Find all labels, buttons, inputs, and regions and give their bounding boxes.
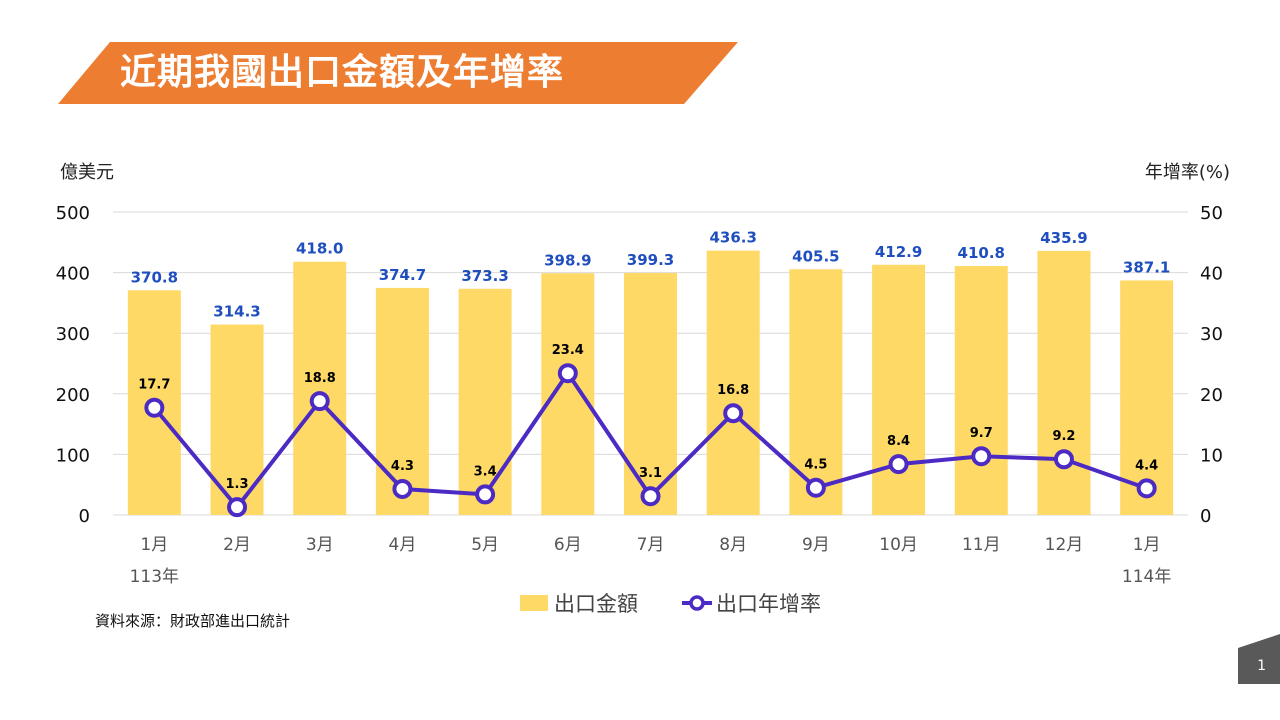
line-point — [805, 477, 826, 498]
legend-line-swatch — [682, 595, 712, 611]
line-value-label: 4.4 — [1135, 458, 1158, 473]
bar-value-label: 398.9 — [544, 251, 591, 269]
line-value-label: 9.2 — [1052, 429, 1075, 444]
title-banner-shape — [58, 42, 738, 104]
right-tick-label: 40 — [1200, 264, 1223, 285]
line-point — [309, 391, 330, 412]
right-tick-label: 20 — [1200, 385, 1223, 406]
line-point — [640, 486, 661, 507]
line-point — [475, 484, 496, 505]
legend-bar-swatch — [520, 595, 548, 611]
legend-line-label: 出口年增率 — [716, 592, 821, 616]
line-value-label: 4.3 — [391, 459, 414, 474]
left-tick-label: 300 — [56, 324, 90, 345]
line-value-label: 1.3 — [226, 477, 249, 492]
title-banner: 近期我國出口金額及年增率 — [58, 42, 738, 104]
bar-value-label: 410.8 — [958, 244, 1005, 262]
bar — [624, 273, 677, 515]
bar — [293, 261, 347, 515]
legend-item-bar: 出口金額 — [520, 588, 638, 618]
bar-value-label: 436.3 — [709, 229, 756, 247]
x-tick-label: 7月 — [637, 535, 665, 555]
line-point — [227, 497, 248, 518]
x-tick-label: 4月 — [389, 535, 417, 555]
right-tick-label: 30 — [1200, 324, 1223, 345]
bar — [706, 250, 760, 515]
page-title: 近期我國出口金額及年增率 — [120, 52, 565, 93]
x-tick-label: 3月 — [306, 535, 334, 555]
line-value-label: 4.5 — [804, 458, 827, 473]
line-value-label: 3.4 — [474, 464, 497, 479]
x-tick-label: 5月 — [471, 535, 499, 555]
left-tick-label: 0 — [79, 506, 90, 527]
line-value-label: 16.8 — [717, 383, 749, 398]
x-tick-label: 1月 — [1133, 535, 1161, 555]
x-tick-label: 10月 — [879, 535, 918, 555]
source-note: 資料來源：財政部進出口統計 — [95, 612, 291, 630]
line-point — [557, 363, 578, 384]
bar-value-label: 314.3 — [213, 303, 260, 321]
left-tick-label: 100 — [56, 445, 90, 466]
line-point — [1053, 449, 1074, 470]
left-axis-unit: 億美元 — [60, 162, 114, 183]
line-point — [723, 403, 744, 424]
bar — [458, 288, 512, 515]
bar — [541, 273, 595, 515]
left-tick-label: 200 — [56, 385, 90, 406]
bar-value-label: 374.7 — [379, 266, 426, 284]
x-tick-sublabel: 113年 — [130, 567, 179, 587]
x-tick-label: 12月 — [1045, 535, 1084, 555]
line-point — [392, 478, 413, 499]
bar — [1037, 250, 1091, 515]
line-point — [1136, 478, 1157, 499]
right-tick-label: 50 — [1200, 203, 1223, 224]
line-point — [144, 397, 165, 418]
x-tick-label: 2月 — [223, 535, 251, 555]
x-tick-label: 6月 — [554, 535, 582, 555]
bar — [872, 264, 926, 515]
page-number-tab — [1238, 634, 1280, 684]
legend-item-line: 出口年增率 — [680, 588, 821, 618]
line-value-label: 23.4 — [552, 343, 584, 358]
right-tick-label: 10 — [1200, 445, 1223, 466]
line-value-label: 18.8 — [304, 371, 336, 386]
left-tick-label: 500 — [56, 203, 90, 224]
right-tick-label: 0 — [1200, 506, 1211, 527]
bar — [1120, 280, 1174, 515]
chart-legend: 出口金額 出口年增率 — [520, 588, 863, 618]
bar-value-label: 405.5 — [792, 247, 839, 265]
bar-value-label: 387.1 — [1123, 258, 1170, 276]
bar — [954, 266, 1008, 515]
bar-value-label: 370.8 — [131, 268, 178, 286]
bar — [375, 287, 429, 515]
legend-bar-label: 出口金額 — [554, 592, 638, 616]
line-value-label: 3.1 — [639, 466, 662, 481]
right-axis-unit: 年增率(%) — [1144, 162, 1230, 183]
line-value-label: 8.4 — [887, 434, 910, 449]
x-tick-label: 11月 — [962, 535, 1001, 555]
bar-value-label: 399.3 — [627, 251, 674, 269]
line-value-label: 17.7 — [138, 378, 170, 393]
page-number: 1 — [1257, 658, 1266, 674]
line-point — [888, 454, 909, 475]
left-tick-label: 400 — [56, 264, 90, 285]
x-tick-label: 1月 — [140, 535, 168, 555]
x-tick-label: 8月 — [719, 535, 747, 555]
bar-value-label: 373.3 — [461, 267, 508, 285]
bar-value-label: 418.0 — [296, 240, 343, 258]
line-point — [971, 446, 992, 467]
bar-value-label: 412.9 — [875, 243, 922, 261]
x-tick-sublabel: 114年 — [1122, 567, 1171, 587]
bar-value-label: 435.9 — [1040, 229, 1087, 247]
x-tick-label: 9月 — [802, 535, 830, 555]
line-value-label: 9.7 — [970, 426, 993, 441]
